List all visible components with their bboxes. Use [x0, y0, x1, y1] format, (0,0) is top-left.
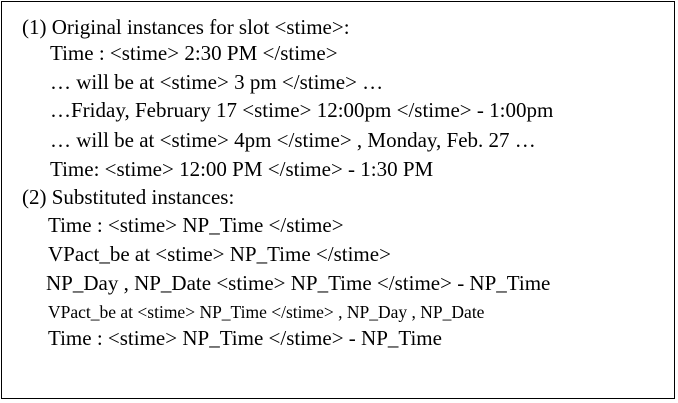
section1-line-1: Time : <stime> 2:30 PM </stime> [50, 41, 338, 65]
section1-line-5: Time: <stime> 12:00 PM </stime> - 1:30 P… [50, 157, 434, 181]
section2-line-2: VPact_be at <stime> NP_Time </stime> [48, 242, 391, 266]
section2-line-5: Time : <stime> NP_Time </stime> - NP_Tim… [48, 326, 442, 350]
section2-line-4: VPact_be at <stime> NP_Time </stime> , N… [48, 302, 485, 322]
section2-line-1: Time : <stime> NP_Time </stime> [48, 213, 344, 237]
section1-line-3: …Friday, February 17 <stime> 12:00pm </s… [50, 98, 554, 122]
section1-heading: (1) Original instances for slot <stime>: [22, 15, 350, 39]
section2-line-3: NP_Day , NP_Date <stime> NP_Time </stime… [46, 271, 551, 295]
section1-line-2: … will be at <stime> 3 pm </stime> … [50, 70, 384, 94]
section1-line-4: … will be at <stime> 4pm </stime> , Mond… [50, 128, 536, 152]
section2-heading: (2) Substituted instances: [22, 185, 235, 209]
